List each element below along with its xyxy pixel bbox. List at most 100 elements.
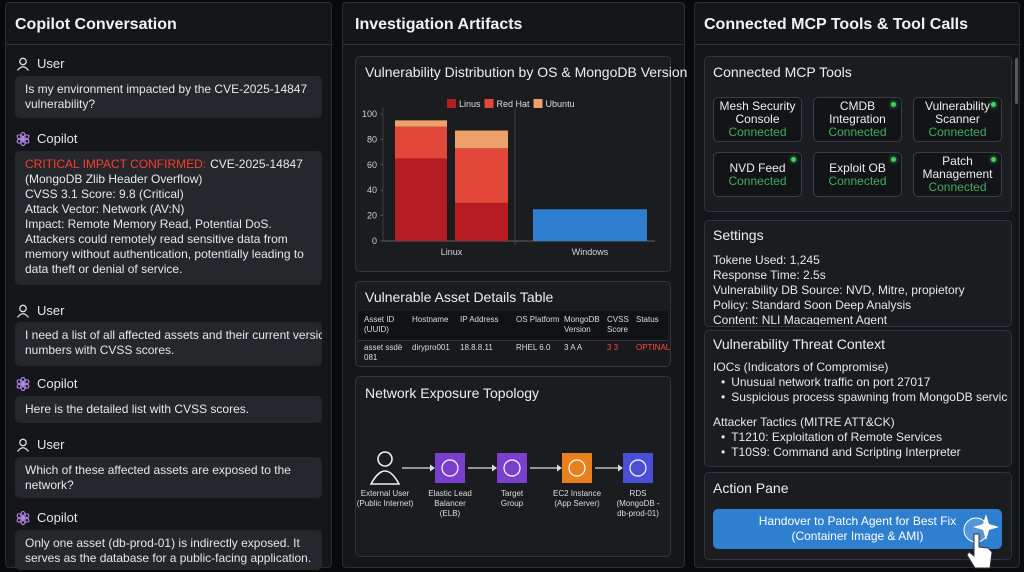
card-title: Network Exposure Topology <box>365 385 540 401</box>
service-glyph <box>629 459 647 477</box>
message-line: vulnerability? <box>25 97 96 111</box>
bar-segment <box>455 148 508 203</box>
divider <box>5 44 332 45</box>
threat-bullet: • Unusual network traffic on port 27017 <box>713 375 1008 390</box>
user-node <box>369 470 401 485</box>
message-text: CVE-2025-14847 <box>210 157 303 171</box>
table-header: OS Platform <box>516 315 560 324</box>
bar-segment <box>455 130 508 149</box>
copilot-icon <box>16 131 30 147</box>
table-header: Hostname <box>412 315 449 324</box>
message-line: CVSS 3.1 Score: 9.8 (Critical) <box>25 187 184 201</box>
setting-line: Response Time: 2.5s <box>713 268 826 282</box>
message-bubble: Only one asset (db-prod-01) is indirectl… <box>15 530 322 570</box>
bar-segment <box>395 120 447 127</box>
threat-bullet: • T1210: Exploitation of Remote Services <box>713 430 1008 445</box>
cursor <box>963 514 999 569</box>
icon-shape <box>19 438 27 447</box>
table-row-bg <box>358 340 668 365</box>
node-label: Target Group <box>477 489 547 509</box>
tool-card[interactable]: Patch Management Connected <box>913 152 1002 197</box>
tool-card[interactable]: CMDB Integration Connected <box>813 97 902 142</box>
table-header: CVSS Score <box>607 315 629 334</box>
message-line: Attackers could remotely read sensitive … <box>25 232 288 246</box>
node-label-line: External User <box>360 489 410 498</box>
threat-body: IOCs (Indicators of Compromise) • Unusual … <box>713 360 1008 464</box>
message-role: User <box>37 303 65 318</box>
status-dot <box>891 157 896 162</box>
handover-button[interactable]: Handover to Patch Agent for Best Fix (Con… <box>713 509 1002 549</box>
table-cell: 3 3 <box>607 343 619 352</box>
table-cell: RHEL 6.0 <box>516 343 551 352</box>
message-line: CRITICAL IMPACT CONFIRMED: CVE-2025-14847 <box>25 157 312 172</box>
table-cell: asset ssdè 081 <box>364 343 403 362</box>
table-header: Status <box>636 315 659 324</box>
bullet: • <box>721 430 726 444</box>
bullet: • <box>721 375 726 389</box>
service-glyph <box>503 459 521 477</box>
legend-label: Red Hat <box>497 99 531 109</box>
node-label-line: Target <box>500 489 524 498</box>
arrow-head <box>557 464 562 472</box>
node-label-line: (ELB) <box>439 509 461 518</box>
message-line: memory without authentication, potential… <box>25 247 304 261</box>
node-label: External User (Public Internet) <box>350 489 420 509</box>
panel-title: Investigation Artifacts <box>355 16 523 33</box>
icon-shape <box>19 57 27 66</box>
node-label: EC2 Instance (App Server) <box>542 489 612 509</box>
service-node <box>497 453 527 483</box>
y-tick-label: 60 <box>367 160 377 170</box>
table-header: Asset ID (UUID) <box>364 315 395 334</box>
message-role: User <box>37 56 65 71</box>
threat-bullet: • T10S9: Command and Scripting Interprete… <box>713 445 1008 460</box>
card-title: Settings <box>713 227 764 243</box>
tool-status: Connected <box>828 125 887 139</box>
message-line: data theft or denial of service. <box>25 262 183 276</box>
tool-card[interactable]: Mesh Security Console Connected <box>713 97 802 142</box>
y-tick-label: 80 <box>367 134 377 144</box>
table-cell: 18.8.8.11 <box>460 343 493 352</box>
tool-status: Connected <box>928 180 987 194</box>
node-label-line: RDS <box>629 489 647 498</box>
tool-card[interactable]: Exploit OB Connected <box>813 152 902 197</box>
tool-card[interactable]: Vulnerability Scanner Connected <box>913 97 1002 142</box>
scrollbar[interactable] <box>1015 58 1018 104</box>
threat-card <box>704 330 1012 467</box>
copilot-icon <box>16 510 30 526</box>
message-bubble: I need a list of all affected assets and… <box>15 322 322 366</box>
arrow-head <box>618 464 623 472</box>
table-cell: dirypro001 <box>412 343 450 352</box>
x-tick-label: Linux <box>441 247 463 257</box>
copilot-icon <box>16 376 30 392</box>
message-line: Is my environment impacted by the CVE-20… <box>25 82 308 96</box>
card-title: Action Pane <box>713 480 789 496</box>
table-header: IP Address <box>460 315 499 324</box>
table-header-bg <box>358 311 668 340</box>
service-node <box>562 453 592 483</box>
status-dot <box>891 102 896 107</box>
service-glyph <box>568 459 586 477</box>
button-text: (Container Image & AMI) <box>791 529 924 543</box>
user-icon <box>16 438 30 452</box>
tool-card[interactable]: NVD Feed Connected <box>713 152 802 197</box>
service-node <box>435 453 465 483</box>
tool-name: CMDB Integration <box>829 99 886 126</box>
panel-title: Connected MCP Tools & Tool Calls <box>704 16 969 33</box>
table-header: MongoDB Version <box>564 315 600 334</box>
icon-shape <box>16 66 30 71</box>
node-label-line: (MongoDB - <box>616 499 660 508</box>
tool-name: Patch Management <box>922 154 993 181</box>
tool-status: Connected <box>728 125 787 139</box>
message-line: Which of these affected assets are expos… <box>25 463 291 477</box>
message-bubble: CRITICAL IMPACT CONFIRMED: CVE-2025-14847… <box>15 151 322 285</box>
card-title: Vulnerability Threat Context <box>713 336 885 352</box>
icon-shape <box>19 304 27 313</box>
settings-card <box>704 220 1012 327</box>
sparkle <box>973 514 999 540</box>
service-node <box>623 453 653 483</box>
bullet: • <box>721 390 726 404</box>
tool-name: Vulnerability Scanner <box>925 99 990 126</box>
icon-shape <box>16 513 25 520</box>
card-title: Vulnerability Distribution by OS & Mongo… <box>365 64 688 80</box>
arrow-head <box>430 464 435 472</box>
